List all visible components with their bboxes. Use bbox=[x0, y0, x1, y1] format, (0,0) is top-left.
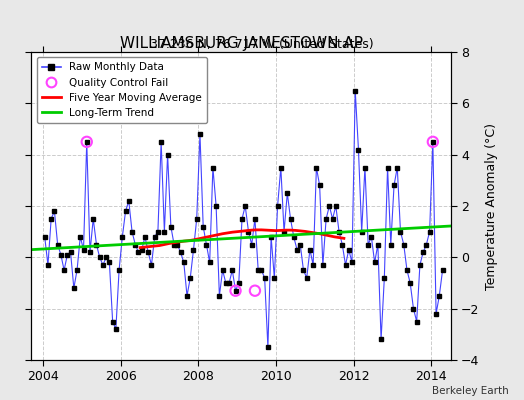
Y-axis label: Temperature Anomaly (°C): Temperature Anomaly (°C) bbox=[485, 122, 498, 290]
Point bbox=[429, 139, 437, 145]
Point bbox=[231, 288, 239, 294]
Point bbox=[251, 288, 259, 294]
Legend: Raw Monthly Data, Quality Control Fail, Five Year Moving Average, Long-Term Tren: Raw Monthly Data, Quality Control Fail, … bbox=[37, 57, 207, 123]
Text: Berkeley Earth: Berkeley Earth bbox=[432, 386, 508, 396]
Text: 37.236 N, 76.717 W (United States): 37.236 N, 76.717 W (United States) bbox=[150, 38, 374, 51]
Point bbox=[83, 139, 91, 145]
Title: WILLIAMSBURG JAMESTOWN AP: WILLIAMSBURG JAMESTOWN AP bbox=[119, 36, 363, 51]
